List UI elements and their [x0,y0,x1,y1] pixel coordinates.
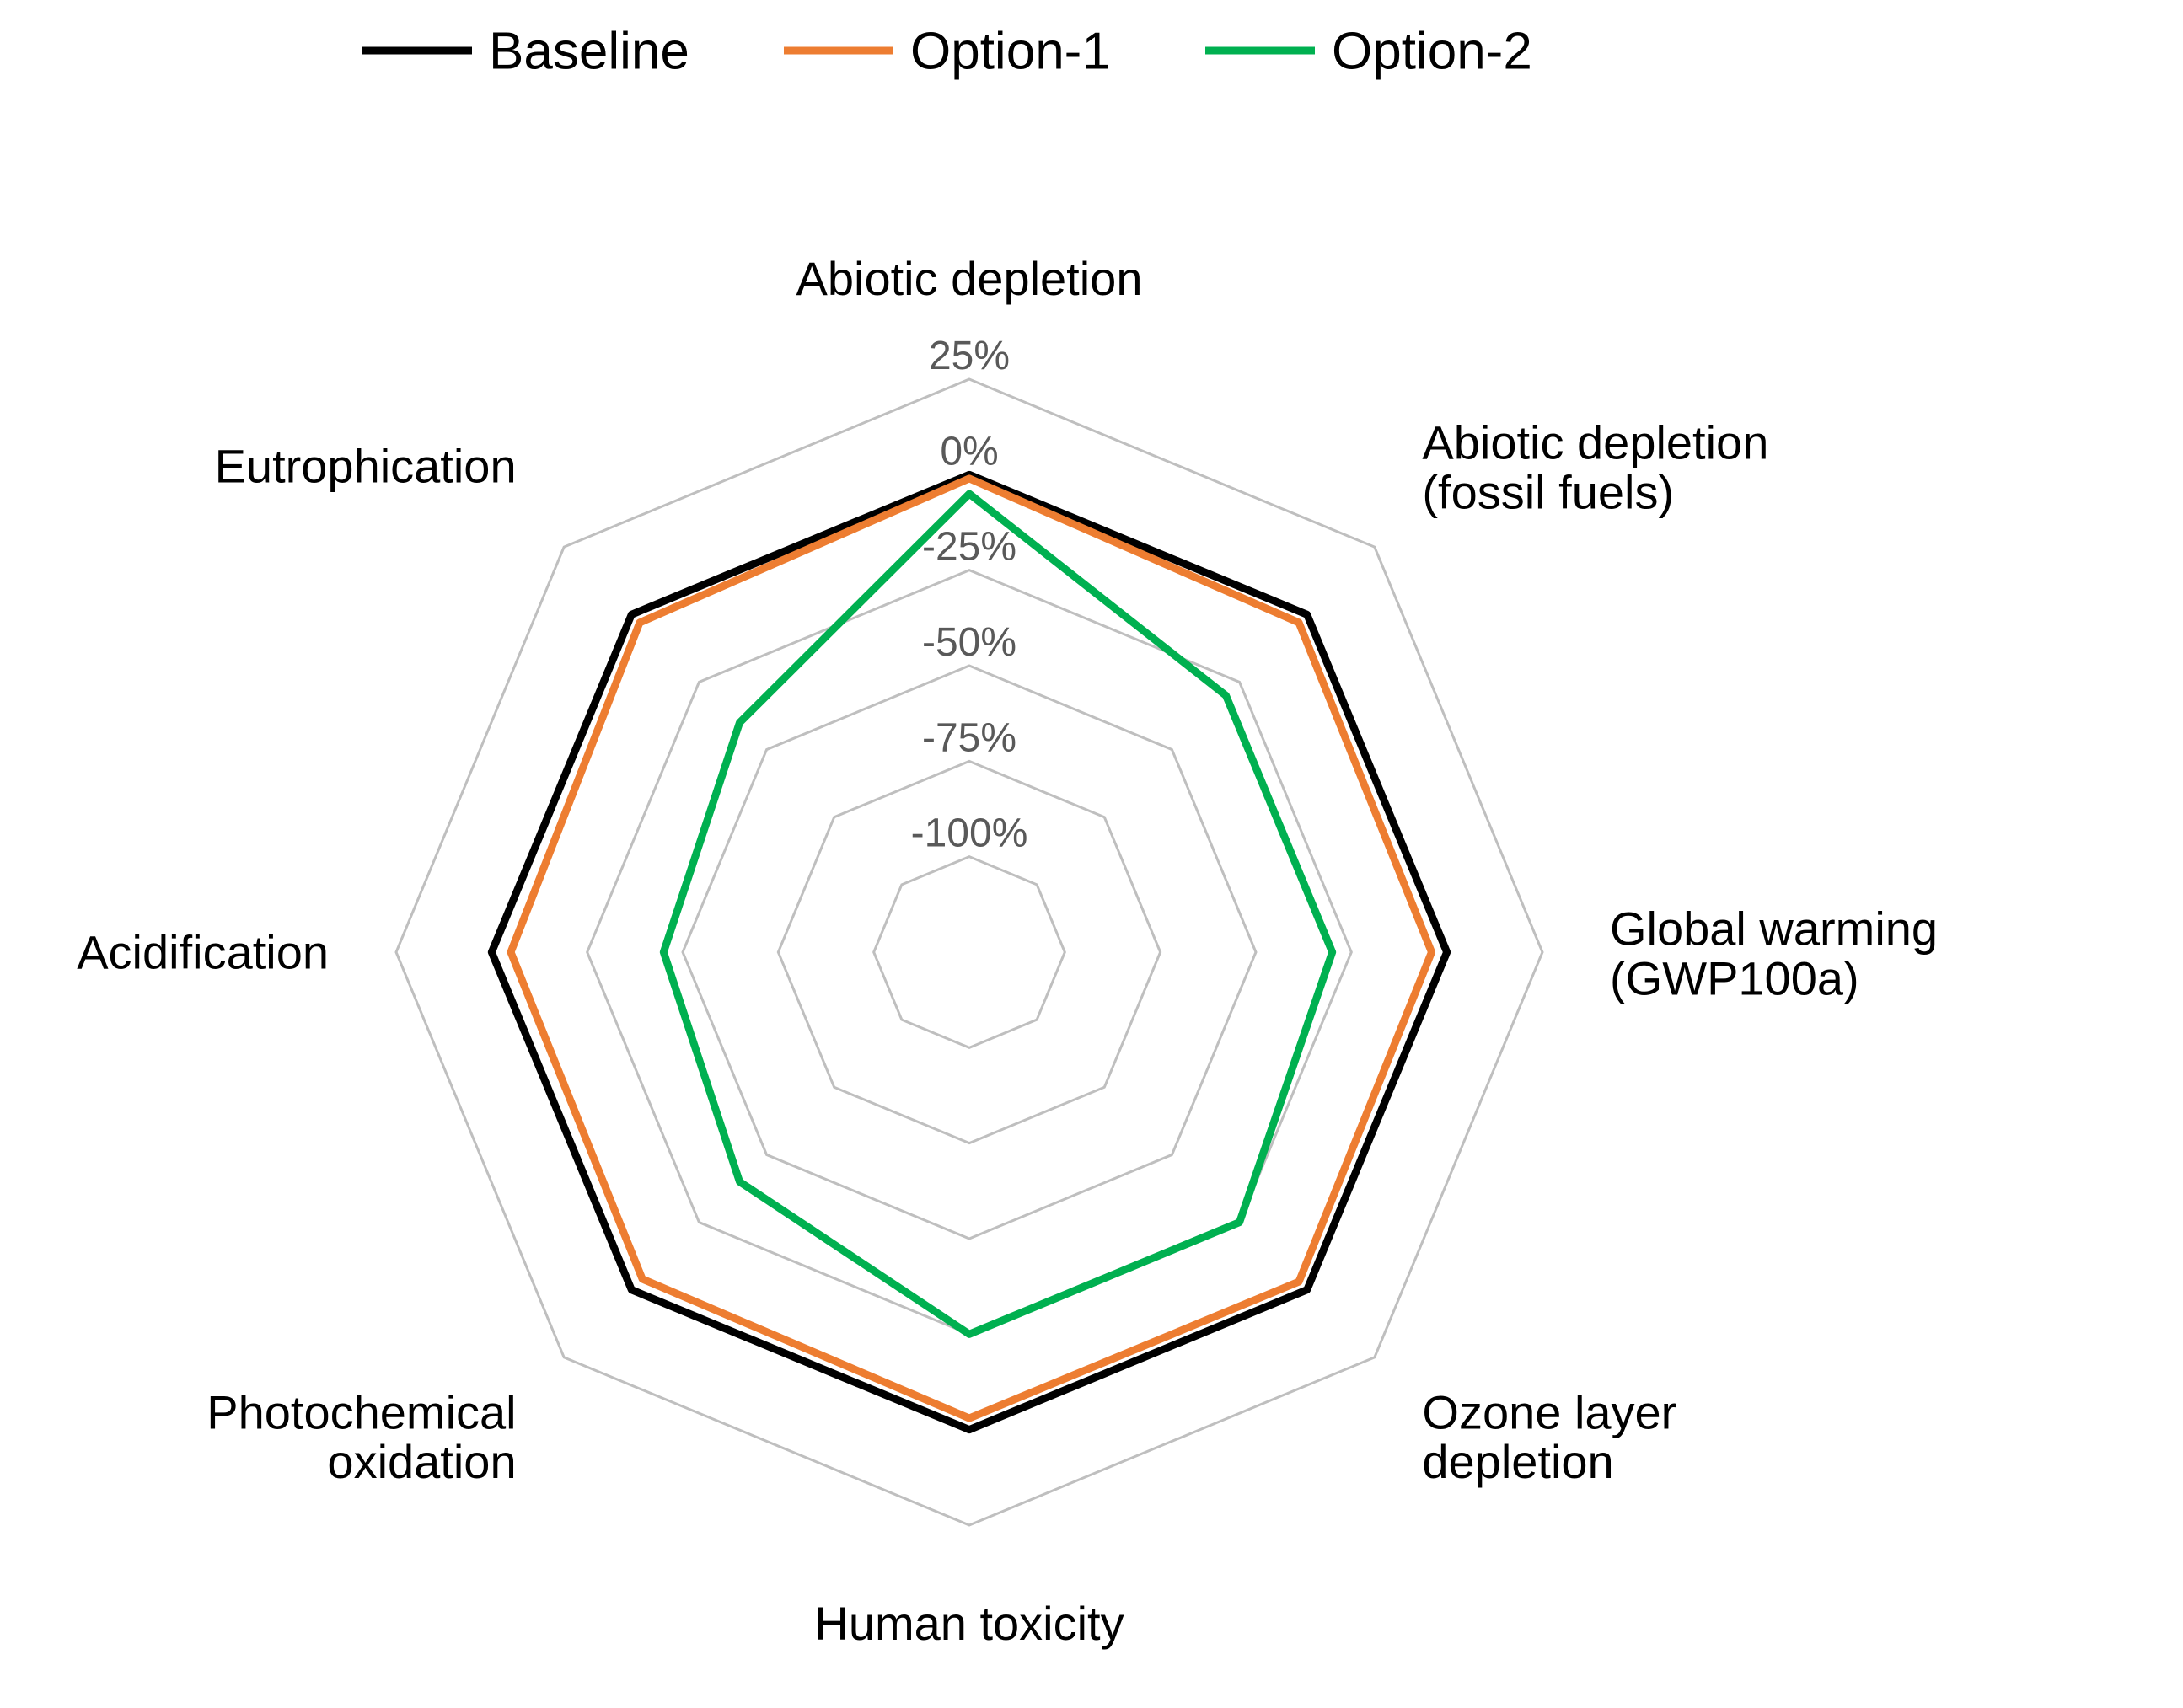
grid-ring [491,474,1446,1429]
axis-label: Abiotic depletion [796,252,1143,305]
legend: Baseline Option-1 Option-2 [362,23,1532,81]
axis-label: Acidification [77,926,329,979]
series-group [491,474,1446,1429]
series-baseline [491,474,1446,1429]
axis-label: Human toxicity [814,1597,1124,1650]
scale-tick-label: -50% [922,620,1016,665]
radar-chart: Abiotic depletion Abiotic depletion(fossi… [0,0,2183,1708]
scale-tick-label: -75% [922,715,1016,760]
axis-label: Eutrophication [215,440,517,493]
scale-tick-label: 0% [940,429,998,474]
scale-tick-label: -100% [911,811,1028,856]
radar-chart-container: Abiotic depletion Abiotic depletion(fossi… [0,0,2183,1708]
legend-label: Option-2 [1332,23,1532,81]
axis-label: Abiotic depletion(fossil fuels) [1422,416,1768,519]
axis-labels: Abiotic depletion Abiotic depletion(fossi… [77,252,1938,1650]
axis-label: Ozone layerdepletion [1422,1385,1676,1488]
axis-label: Photochemicaloxidation [206,1385,516,1488]
legend-label: Baseline [489,23,689,81]
axis-label: Global warming(GWP100a) [1610,902,1938,1005]
grid-ring [874,857,1065,1048]
legend-label: Option-1 [910,23,1111,81]
scale-tick-label: 25% [929,334,1010,378]
